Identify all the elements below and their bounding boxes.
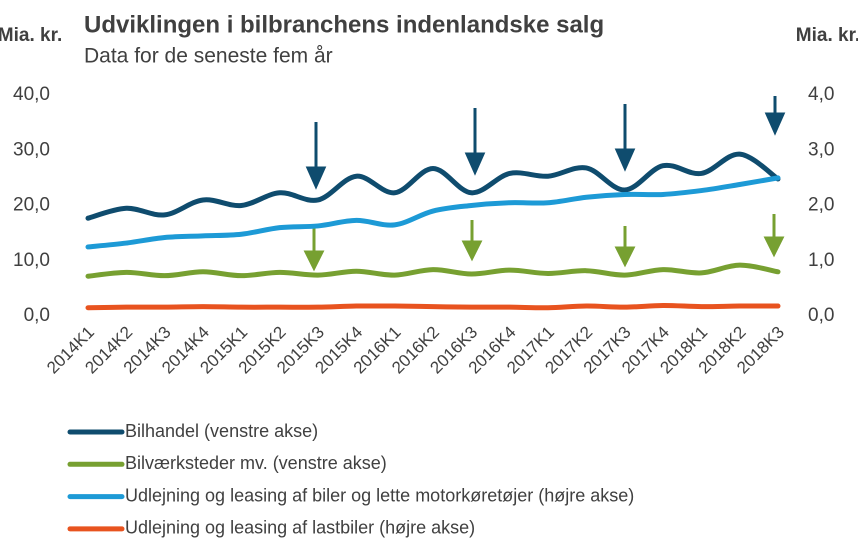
series-line <box>85 175 781 250</box>
series-line <box>85 303 781 311</box>
y2-tick-label: 1,0 <box>808 250 834 271</box>
legend-label: Bilværksteder mv. (venstre akse) <box>125 453 387 473</box>
annotation-arrows <box>303 96 786 272</box>
y-tick-label: 20,0 <box>13 195 50 216</box>
y2-tick-label: 2,0 <box>808 195 834 216</box>
chart-subtitle: Data for de seneste fem år <box>84 45 333 68</box>
y2-tick-label: 3,0 <box>808 139 834 160</box>
legend-label: Udlejning og leasing af biler og lette m… <box>125 485 634 505</box>
chart-title: Udviklingen i bilbranchens indenlandske … <box>84 11 604 38</box>
y-tick-label: 0,0 <box>24 305 50 326</box>
y2-axis-label: Mia. kr. <box>796 25 858 46</box>
series-line <box>85 262 781 279</box>
y-axis-label: Mia. kr. <box>0 25 62 46</box>
y-tick-label: 10,0 <box>13 250 50 271</box>
y2-tick-label: 4,0 <box>808 84 834 105</box>
y-tick-label: 30,0 <box>13 139 50 160</box>
legend-label: Bilhandel (venstre akse) <box>125 421 318 441</box>
y2-tick-label: 0,0 <box>808 305 834 326</box>
series-line <box>85 151 781 221</box>
legend-label: Udlejning og leasing af lastbiler (højre… <box>125 518 475 538</box>
y-tick-label: 40,0 <box>13 84 50 105</box>
